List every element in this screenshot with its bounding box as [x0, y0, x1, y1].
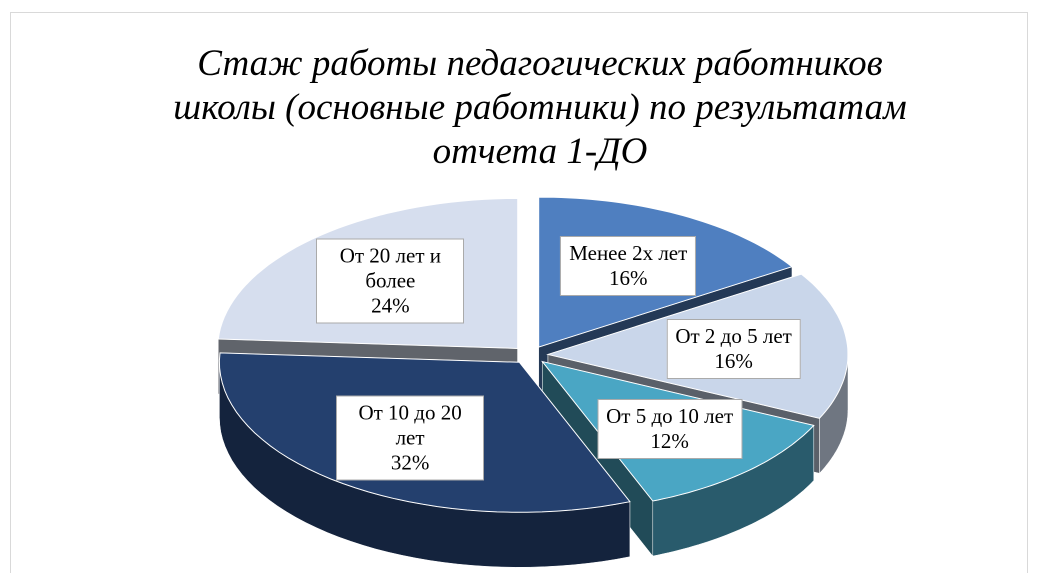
data-label-text: 32% [390, 450, 430, 475]
data-label-text: 16% [714, 348, 753, 373]
data-label: От 5 до 10 лет 12% [597, 399, 743, 460]
data-label: От 2 до 5 лет 16% [666, 318, 801, 379]
data-label-text: Менее 2х лет [569, 240, 688, 265]
data-label: От 20 лет и более 24% [316, 238, 465, 324]
data-label: Менее 2х лет 16% [560, 235, 697, 296]
data-label-text: 24% [371, 293, 410, 318]
data-label-text: От 5 до 10 лет [606, 404, 734, 429]
data-label: От 10 до 20 лет 32% [336, 395, 485, 481]
chart-frame [10, 12, 1028, 573]
data-label-text: 16% [609, 265, 648, 290]
chart-title: Стаж работы педагогических работников шк… [173, 43, 907, 172]
data-label-text: От 2 до 5 лет [675, 323, 792, 348]
data-label-text: От 10 до 20 лет [358, 400, 462, 450]
data-label-text: От 20 лет и более [339, 243, 441, 293]
data-label-text: 12% [650, 429, 689, 454]
